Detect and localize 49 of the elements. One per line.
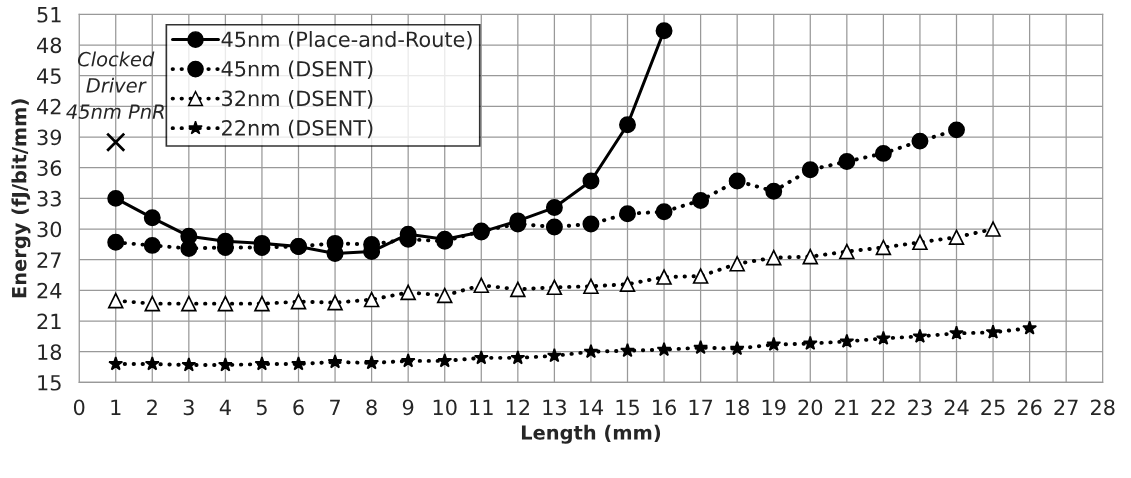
legend-label: 45nm (DSENT)	[221, 60, 373, 80]
x-tick-label: 13	[543, 399, 566, 416]
x-tick-label: 17	[689, 399, 713, 415]
y-tick-label: 51	[37, 7, 61, 23]
x-tick-label: 7	[330, 399, 340, 415]
x-tick-label: 11	[470, 399, 493, 415]
x-tick-label: 5	[256, 399, 267, 416]
x-tick-label: 4	[219, 399, 231, 415]
x-tick-label: 25	[981, 399, 1005, 416]
annotation: Clocked Driver 45nm PnR	[66, 51, 164, 119]
y-tick-label: 42	[37, 98, 61, 115]
legend-label: 22nm (DSENT)	[222, 119, 373, 139]
y-tick-label: 18	[38, 344, 62, 360]
x-tick-label: 1	[111, 399, 121, 415]
x-tick-label: 10	[433, 399, 457, 416]
y-tick-label: 21	[37, 313, 61, 329]
x-tick-label: 21	[835, 399, 859, 415]
y-axis-title: Energy (fJ/bit/mm)	[11, 99, 31, 298]
y-tick-label: 30	[37, 221, 62, 238]
y-tick-label: 45	[37, 68, 61, 84]
legend-label: 45nm (Place-and-Route)	[221, 31, 472, 50]
x-tick-label: 12	[506, 399, 529, 415]
x-axis-title: Length (mm)	[521, 424, 661, 444]
x-tick-label: 28	[1091, 399, 1115, 416]
y-tick-label: 33	[37, 190, 61, 207]
x-tick-label: 8	[366, 399, 377, 416]
x-tick-label: 6	[293, 399, 304, 416]
x-tick-label: 2	[147, 399, 157, 415]
x-tick-label: 0	[73, 399, 85, 416]
x-tick-label: 18	[726, 399, 749, 416]
y-tick-label: 27	[37, 252, 61, 268]
legend-label: 32nm (DSENT)	[222, 90, 373, 109]
x-tick-label: 16	[653, 399, 676, 416]
x-tick-label: 14	[579, 399, 604, 415]
x-tick-label: 20	[798, 399, 823, 416]
x-tick-label: 3	[183, 399, 194, 416]
x-tick-label: 9	[402, 399, 414, 416]
y-tick-label: 48	[37, 37, 62, 54]
x-tick-label: 26	[1017, 399, 1042, 416]
x-tick-label: 27	[1054, 399, 1078, 415]
y-tick-label: 36	[37, 160, 62, 176]
x-tick-label: 24	[944, 399, 969, 415]
x-tick-label: 15	[616, 399, 639, 416]
y-tick-label: 39	[37, 129, 62, 146]
x-tick-label: 22	[871, 399, 895, 415]
y-tick-label: 24	[37, 282, 62, 299]
x-tick-label: 19	[762, 399, 786, 416]
x-tick-label: 23	[908, 399, 932, 416]
y-tick-label: 15	[38, 375, 61, 391]
